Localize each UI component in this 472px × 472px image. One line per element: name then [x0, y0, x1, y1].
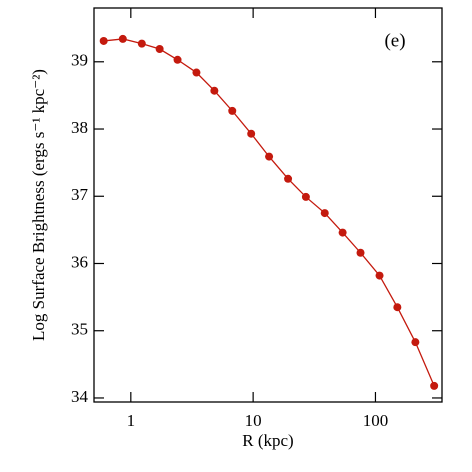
data-line — [103, 38, 435, 387]
plot-frame — [93, 7, 443, 403]
data-point — [99, 36, 108, 45]
data-point — [228, 106, 237, 115]
y-axis-label: Log Surface Brightness (ergs s⁻¹ kpc⁻²) — [29, 69, 48, 341]
data-point — [210, 86, 219, 95]
y-tick-label: 38 — [71, 118, 88, 137]
data-point — [411, 338, 420, 347]
data-point — [192, 68, 201, 77]
data-point — [118, 34, 127, 43]
data-point — [173, 55, 182, 64]
data-point — [320, 209, 329, 218]
data-point — [301, 192, 310, 201]
x-tick-label: 10 — [245, 411, 262, 430]
data-point — [430, 381, 439, 390]
data-point — [155, 45, 164, 54]
y-tick-label: 37 — [71, 185, 89, 204]
data-point — [247, 129, 256, 138]
data-point — [284, 174, 293, 183]
y-tick-label: 36 — [71, 252, 88, 271]
x-tick-label: 100 — [363, 411, 389, 430]
data-point — [375, 271, 384, 280]
y-tick-label: 34 — [71, 387, 89, 406]
y-tick-label: 35 — [71, 320, 88, 339]
data-point — [393, 303, 402, 312]
data-point — [137, 39, 146, 48]
data-point — [338, 228, 347, 237]
x-axis-label: R (kpc) — [242, 431, 293, 450]
y-tick-label: 39 — [71, 51, 88, 70]
data-point — [265, 152, 274, 161]
panel-label: (e) — [384, 30, 405, 51]
x-tick-label: 1 — [127, 411, 136, 430]
data-point — [356, 248, 365, 257]
